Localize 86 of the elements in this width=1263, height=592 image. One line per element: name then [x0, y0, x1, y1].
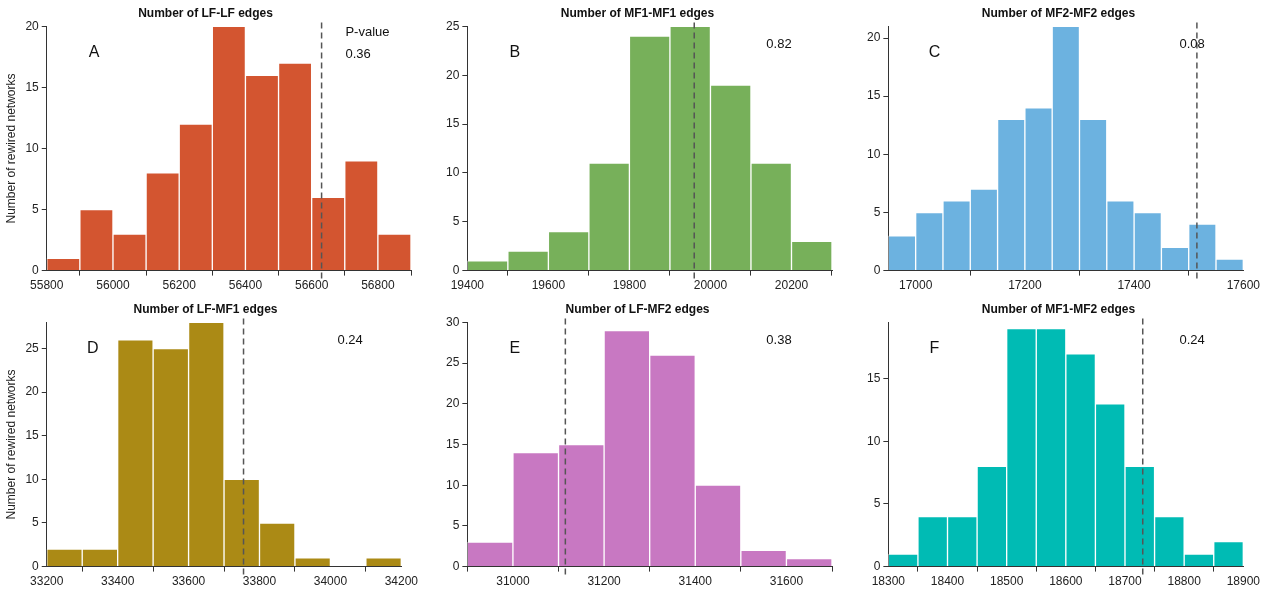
x-tick-label: 18700: [1108, 574, 1142, 589]
y-tick-label: 20: [25, 384, 40, 399]
annotation: 0.36: [345, 45, 371, 61]
chart-title: Number of MF1-MF1 edges: [560, 5, 715, 20]
x-tick-label: 56200: [162, 278, 197, 293]
y-tick-label: 0: [873, 558, 881, 573]
x-tick-label: 33800: [242, 574, 277, 589]
x-tick-label: 33600: [171, 574, 206, 589]
chart-title: Number of LF-LF edges: [138, 5, 274, 20]
x-tick-label: 31200: [587, 574, 622, 589]
y-tick-label: 5: [32, 515, 40, 530]
y-tick-label: 10: [866, 146, 881, 161]
annotation: 0.24: [1179, 331, 1205, 347]
y-tick-label: 20: [25, 18, 40, 33]
y-tick-label: 5: [873, 496, 881, 511]
chart-title: Number of LF-MF1 edges: [133, 301, 278, 316]
x-tick-label: 18500: [989, 574, 1024, 589]
x-tick-label: 18900: [1226, 574, 1261, 589]
x-tick-label: 17600: [1226, 278, 1261, 293]
y-tick-label: 15: [445, 116, 460, 131]
y-tick-label: 15: [25, 428, 40, 443]
y-tick-label: 10: [866, 433, 881, 448]
y-tick-label: 30: [445, 314, 460, 329]
y-tick-label: 20: [445, 67, 460, 82]
y-tick-label: 0: [32, 558, 40, 573]
x-tick-label: 31400: [678, 574, 713, 589]
y-tick-label: 20: [866, 30, 881, 45]
y-tick-label: 10: [445, 477, 460, 492]
y-tick-label: 15: [866, 88, 881, 103]
y-tick-label: 5: [32, 201, 40, 216]
y-tick-label: 10: [25, 471, 40, 486]
annotation: D: [87, 338, 99, 356]
y-tick-label: 0: [873, 262, 881, 277]
x-tick-label: 18300: [871, 574, 906, 589]
annotation: 0.24: [337, 331, 363, 347]
x-tick-label: 56800: [361, 278, 395, 293]
x-tick-label: 17400: [1117, 278, 1152, 293]
y-tick-label: 0: [452, 558, 460, 573]
x-tick-label: 20200: [774, 278, 809, 293]
annotation: B: [509, 42, 521, 60]
y-tick-label: 25: [445, 355, 460, 370]
x-tick-label: 18400: [930, 574, 965, 589]
x-tick-label: 18800: [1167, 574, 1202, 589]
x-tick-label: 18600: [1049, 574, 1083, 589]
annotation: 0.38: [766, 331, 792, 347]
annotation: P-value: [345, 23, 390, 39]
y-tick-label: 15: [445, 436, 460, 451]
y-tick-label: 15: [25, 79, 40, 94]
x-tick-label: 56400: [228, 278, 263, 293]
x-tick-label: 33400: [100, 574, 135, 589]
y-axis-title: Number of rewired networks: [3, 73, 18, 224]
x-tick-label: 31000: [496, 574, 530, 589]
y-tick-label: 5: [452, 214, 460, 229]
annotation: 0.82: [766, 35, 792, 51]
y-tick-label: 5: [452, 518, 460, 533]
x-tick-label: 56600: [294, 278, 329, 293]
x-tick-label: 56000: [96, 278, 130, 293]
x-tick-label: 34200: [384, 574, 419, 589]
y-tick-label: 10: [445, 165, 460, 180]
x-tick-label: 19600: [531, 278, 566, 293]
x-tick-label: 31600: [769, 574, 804, 589]
y-axis-title: Number of rewired networks: [3, 369, 18, 520]
chart-title: Number of MF1-MF2 edges: [981, 301, 1136, 316]
y-tick-label: 15: [866, 371, 881, 386]
x-tick-label: 19400: [450, 278, 485, 293]
y-tick-label: 25: [25, 340, 40, 355]
annotation: C: [928, 42, 941, 60]
annotation: F: [929, 338, 940, 356]
annotation: 0.08: [1179, 35, 1205, 51]
x-tick-label: 34000: [313, 574, 348, 589]
y-tick-label: 0: [452, 262, 460, 277]
y-tick-label: 25: [445, 18, 460, 33]
y-tick-label: 0: [32, 262, 40, 277]
y-tick-label: 10: [25, 140, 40, 155]
annotation: E: [509, 338, 521, 356]
x-tick-label: 17000: [898, 278, 933, 293]
chart-title: Number of MF2-MF2 edges: [981, 5, 1136, 20]
annotation: A: [88, 42, 100, 60]
x-tick-label: 17200: [1008, 278, 1042, 293]
chart-title: Number of LF-MF2 edges: [565, 301, 710, 316]
x-tick-label: 19800: [612, 278, 647, 293]
x-tick-label: 20000: [693, 278, 728, 293]
y-tick-label: 5: [873, 204, 881, 219]
x-tick-label: 33200: [30, 574, 64, 589]
x-tick-label: 55800: [30, 278, 64, 293]
y-tick-label: 20: [445, 396, 460, 411]
